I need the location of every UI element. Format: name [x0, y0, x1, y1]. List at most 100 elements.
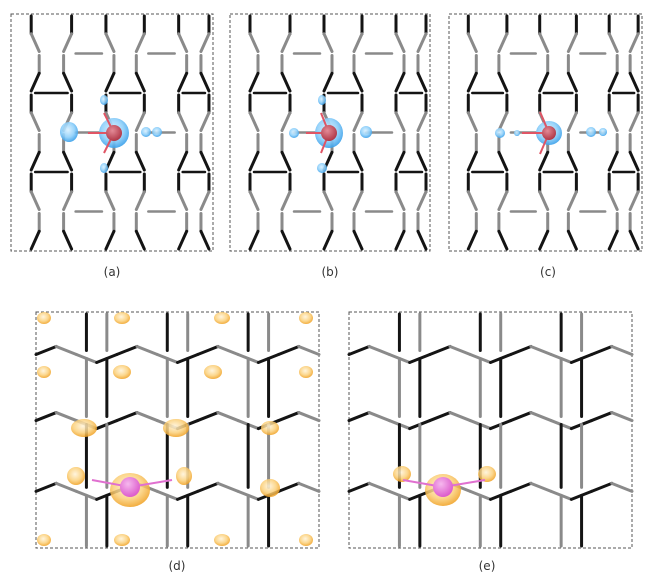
charge-cloud — [100, 163, 108, 173]
lattice-bond — [566, 32, 578, 53]
lattice-bond — [466, 229, 478, 251]
lattice-bond — [134, 32, 146, 53]
lattice-bond — [628, 190, 640, 211]
lattice-bond — [628, 32, 640, 53]
lattice-bond — [216, 481, 240, 493]
panel-e-lattice — [347, 312, 634, 548]
lattice-bond — [134, 71, 146, 93]
charge-cloud — [514, 130, 520, 136]
lattice-bond — [394, 150, 406, 172]
lattice-bond — [448, 344, 472, 356]
lattice-bond — [352, 71, 364, 93]
lattice-bond — [529, 481, 553, 493]
lattice-bond — [466, 71, 478, 93]
charge-cloud — [478, 466, 496, 482]
lattice-bond — [322, 229, 334, 251]
lattice-bond — [566, 111, 578, 132]
lattice-bond — [277, 411, 301, 423]
lattice-bond — [394, 229, 406, 251]
charge-cloud — [260, 479, 280, 497]
lattice-bond — [497, 71, 509, 93]
lattice-bond — [248, 150, 260, 172]
lattice-bond — [367, 481, 391, 493]
lattice-bond — [466, 32, 478, 53]
lattice-bond — [280, 71, 292, 93]
lattice-bond — [538, 229, 550, 251]
lattice-bond — [62, 71, 74, 93]
lattice-bond — [628, 150, 640, 172]
lattice-bond — [428, 411, 452, 423]
lattice-bond — [428, 344, 452, 356]
lattice-bond — [607, 71, 619, 93]
charge-cloud — [152, 127, 162, 137]
dopant-atom — [433, 477, 453, 497]
charge-cloud — [37, 534, 51, 546]
lattice-bond — [322, 190, 334, 211]
panel-d-clouds — [37, 312, 313, 546]
lattice-bond — [177, 190, 189, 211]
panel-c-border — [448, 13, 643, 252]
lattice-bond — [134, 229, 146, 251]
lattice-bond — [448, 411, 472, 423]
lattice-bond — [497, 150, 509, 172]
lattice-bond — [394, 111, 406, 132]
lattice-bond — [394, 190, 406, 211]
lattice-bond — [352, 190, 364, 211]
lattice-bond — [280, 32, 292, 53]
lattice-bond — [497, 229, 509, 251]
lattice-bond — [352, 150, 364, 172]
panel-b: (b) — [229, 13, 431, 279]
lattice-bond — [135, 344, 159, 356]
lattice-bond — [248, 229, 260, 251]
lattice-bond — [352, 111, 364, 132]
lattice-bond — [54, 411, 78, 423]
panel-d-lattice — [34, 312, 321, 548]
panel-d: (d) — [34, 311, 321, 573]
lattice-bond — [199, 190, 211, 211]
charge-cloud — [495, 128, 505, 138]
lattice-bond — [177, 150, 189, 172]
charge-cloud — [393, 466, 411, 482]
lattice-bond — [590, 411, 614, 423]
lattice-bond — [538, 190, 550, 211]
lattice-bond — [607, 229, 619, 251]
lattice-bond — [62, 32, 74, 53]
dopant-atom — [106, 125, 122, 141]
lattice-bond — [628, 229, 640, 251]
lattice-bond — [29, 32, 41, 53]
panel-e-border — [348, 311, 633, 549]
lattice-bond — [628, 71, 640, 93]
lattice-bond — [62, 229, 74, 251]
lattice-bond — [199, 229, 211, 251]
lattice-bond — [115, 411, 139, 423]
lattice-bond — [248, 71, 260, 93]
lattice-bond — [248, 190, 260, 211]
lattice-bond — [34, 344, 58, 356]
lattice-bond — [104, 71, 116, 93]
panel-b-caption: (b) — [322, 265, 339, 279]
lattice-bond — [54, 481, 78, 493]
lattice-bond — [538, 150, 550, 172]
panel-a-caption: (a) — [104, 265, 121, 279]
lattice-bond — [347, 481, 371, 493]
charge-cloud — [299, 534, 313, 546]
lattice-bond — [29, 190, 41, 211]
lattice-bond — [566, 229, 578, 251]
charge-cloud — [586, 127, 596, 137]
lattice-bond — [394, 71, 406, 93]
lattice-bond — [177, 111, 189, 132]
lattice-bond — [610, 344, 634, 356]
charge-cloud — [214, 534, 230, 546]
charge-cloud — [299, 366, 313, 378]
lattice-bond — [280, 111, 292, 132]
lattice-bond — [367, 411, 391, 423]
lattice-bond — [529, 344, 553, 356]
lattice-bond — [509, 481, 533, 493]
charge-cloud — [163, 419, 189, 437]
lattice-bond — [497, 32, 509, 53]
charge-cloud — [299, 312, 313, 324]
lattice-bond — [352, 32, 364, 53]
lattice-bond — [297, 481, 321, 493]
charge-cloud — [37, 366, 51, 378]
